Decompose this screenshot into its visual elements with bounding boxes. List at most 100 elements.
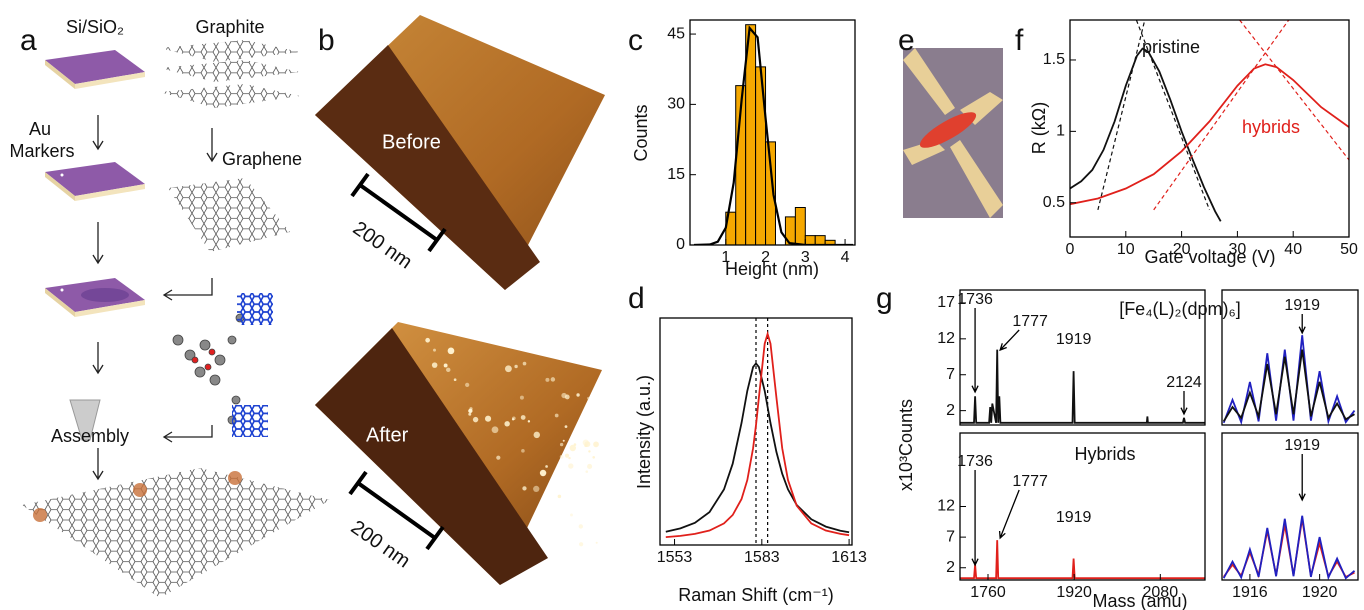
- speckle: [557, 494, 562, 499]
- speckle: [533, 485, 540, 493]
- speckle: [504, 421, 510, 427]
- scale-label: 200 nm: [349, 217, 416, 273]
- speckle: [522, 361, 527, 366]
- y-tick-label: 1.5: [1043, 51, 1065, 68]
- x-tick-label: 0: [1066, 241, 1075, 258]
- pyrene: [237, 293, 273, 325]
- x-tick-label: 40: [1284, 241, 1302, 258]
- plot-area: [1222, 515, 1356, 580]
- speckle: [468, 412, 472, 416]
- y-axis-label: x10³Counts: [896, 399, 916, 491]
- chart: 1 2 3 4 0 15 30 45 Height (nm) Counts: [631, 19, 856, 279]
- panel-label: f: [1015, 24, 1024, 57]
- x-tick-label: 1920: [1302, 584, 1338, 601]
- peak-arrow: [1180, 391, 1188, 416]
- afm-substrate: [315, 45, 540, 290]
- panel-label: c: [628, 24, 643, 57]
- peak-arrow: [999, 329, 1020, 352]
- peak-arrow: [971, 308, 979, 394]
- x-axis-label: Gate voltage (V): [1144, 247, 1275, 267]
- series-line: [960, 540, 1205, 580]
- y-axis-label: R (kΩ): [1029, 102, 1049, 154]
- x-tick-label: 1: [721, 249, 730, 266]
- series-line: [1135, 20, 1211, 211]
- speckle: [545, 377, 550, 382]
- peak-arrow: [971, 470, 979, 567]
- peak-arrow: [998, 489, 1020, 540]
- speckle: [453, 378, 457, 382]
- speckle: [512, 416, 516, 421]
- speckle: [587, 463, 593, 469]
- speckle: [527, 420, 531, 423]
- speckle: [431, 362, 438, 368]
- lead: [903, 140, 945, 165]
- chart: 2 7 12 17 x10³Counts [Fe₄(L)₂(dpm)₆] 1736 1777 1…: [896, 289, 1241, 491]
- bar: [765, 141, 776, 245]
- x-tick-label: 2: [761, 249, 770, 266]
- x-tick-label: 1916: [1232, 584, 1268, 601]
- plot-frame: [1221, 289, 1359, 426]
- speckle: [568, 463, 574, 469]
- graphite-layer: [160, 40, 300, 62]
- series-line: [1222, 349, 1355, 422]
- label: Au: [29, 119, 51, 139]
- chart-title: Hybrids: [1074, 444, 1135, 464]
- chart: 1919: [1221, 289, 1359, 426]
- peak-label: 1919: [1056, 331, 1092, 348]
- x-tick-label: 4: [841, 249, 850, 266]
- x-tick-label: 3: [801, 249, 810, 266]
- plot-area: [960, 540, 1205, 580]
- graphite-layer: [160, 84, 300, 108]
- panel-label: e: [898, 24, 915, 57]
- x-axis-label: Raman Shift (cm⁻¹): [678, 585, 834, 605]
- x-axis-label: Mass (amu): [1092, 591, 1187, 610]
- speckle: [559, 455, 564, 459]
- pyrene: [232, 405, 268, 437]
- peak-label: 1919: [1284, 437, 1320, 454]
- speckle: [468, 408, 473, 414]
- label: Si/SiO₂: [66, 17, 124, 37]
- chart: 1760 1920 2080 2 7 12 Mass (amu) Hybrids 1736 177…: [937, 432, 1206, 610]
- series-line: [665, 330, 850, 538]
- y-axis-label: Intensity (a.u.): [634, 375, 654, 489]
- substrate-tile: [45, 162, 145, 201]
- plot-area: [1070, 20, 1349, 222]
- speckle: [595, 541, 598, 544]
- bar: [824, 239, 836, 245]
- scale-label: 200 nm: [347, 516, 414, 572]
- graphite-layer: [160, 60, 300, 82]
- plot-area: [665, 318, 850, 545]
- x-tick-label: 1583: [744, 549, 780, 566]
- peak-label: 1919: [1056, 509, 1092, 526]
- panel-label: d: [628, 282, 645, 315]
- diagram-a: Si/SiO₂ Graphite Au Markers Graphene Ass…: [9, 17, 330, 598]
- series-label: pristine: [1142, 37, 1200, 57]
- cluster: [228, 471, 242, 485]
- speckle: [579, 542, 584, 547]
- y-tick-label: 12: [937, 498, 955, 515]
- speckle: [562, 439, 565, 442]
- x-tick-label: 1760: [970, 584, 1006, 601]
- y-tick-label: 0.5: [1043, 194, 1065, 211]
- y-tick-label: 17: [937, 294, 955, 311]
- speckle: [592, 455, 596, 459]
- speckle: [582, 439, 589, 446]
- chart-title: [Fe₄(L)₂(dpm)₆]: [1119, 299, 1241, 319]
- x-axis-label: Height (nm): [725, 259, 819, 279]
- label: Graphite: [195, 17, 264, 37]
- tube: [69, 399, 101, 441]
- speckle: [491, 426, 499, 434]
- speckle: [545, 465, 548, 468]
- bar: [814, 235, 826, 245]
- y-tick-label: 2: [946, 402, 955, 419]
- speckle: [585, 470, 589, 473]
- bar: [794, 207, 806, 245]
- speckle: [587, 396, 590, 400]
- graphene-sheet: [168, 178, 290, 252]
- speckle: [576, 393, 580, 397]
- x-tick-label: 1613: [831, 549, 867, 566]
- speckle: [569, 444, 576, 452]
- speckle: [443, 363, 448, 368]
- y-tick-label: 30: [667, 96, 685, 113]
